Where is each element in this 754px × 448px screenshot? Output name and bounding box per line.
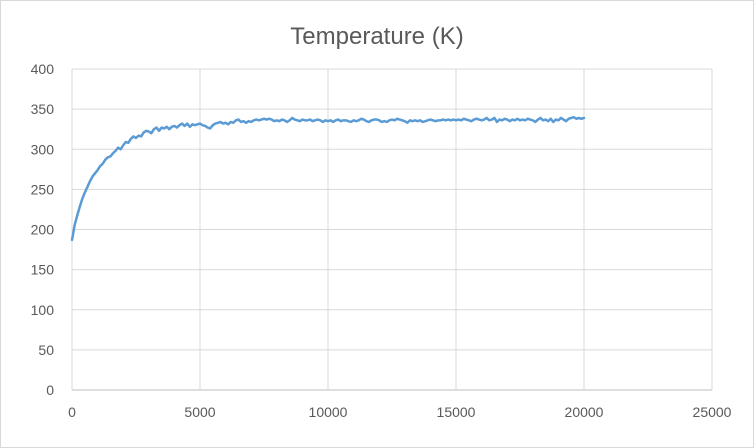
- y-tick-label: 400: [31, 61, 55, 77]
- y-tick-label: 200: [31, 222, 55, 238]
- x-tick-label: 0: [68, 404, 76, 420]
- y-tick-label: 350: [31, 101, 55, 117]
- series-layer: [70, 115, 586, 242]
- temperature-series-line: [70, 115, 586, 242]
- x-tick-label: 10000: [309, 404, 348, 420]
- x-tick-label: 20000: [565, 404, 604, 420]
- y-tick-label: 0: [46, 382, 54, 398]
- x-tick-label: 25000: [693, 404, 732, 420]
- chart-title: Temperature (K): [290, 23, 463, 50]
- y-tick-label: 150: [31, 262, 55, 278]
- gridlines: [71, 68, 713, 391]
- y-tick-label: 250: [31, 181, 55, 197]
- x-tick-label: 5000: [184, 404, 215, 420]
- x-tick-label: 15000: [437, 404, 476, 420]
- y-tick-label: 100: [31, 302, 55, 318]
- y-tick-label: 50: [38, 342, 54, 358]
- y-tick-label: 300: [31, 141, 55, 157]
- tick-labels: 0 50 100 150 200 250 300 350 400 0 5000 10000 15000 2…: [31, 61, 732, 420]
